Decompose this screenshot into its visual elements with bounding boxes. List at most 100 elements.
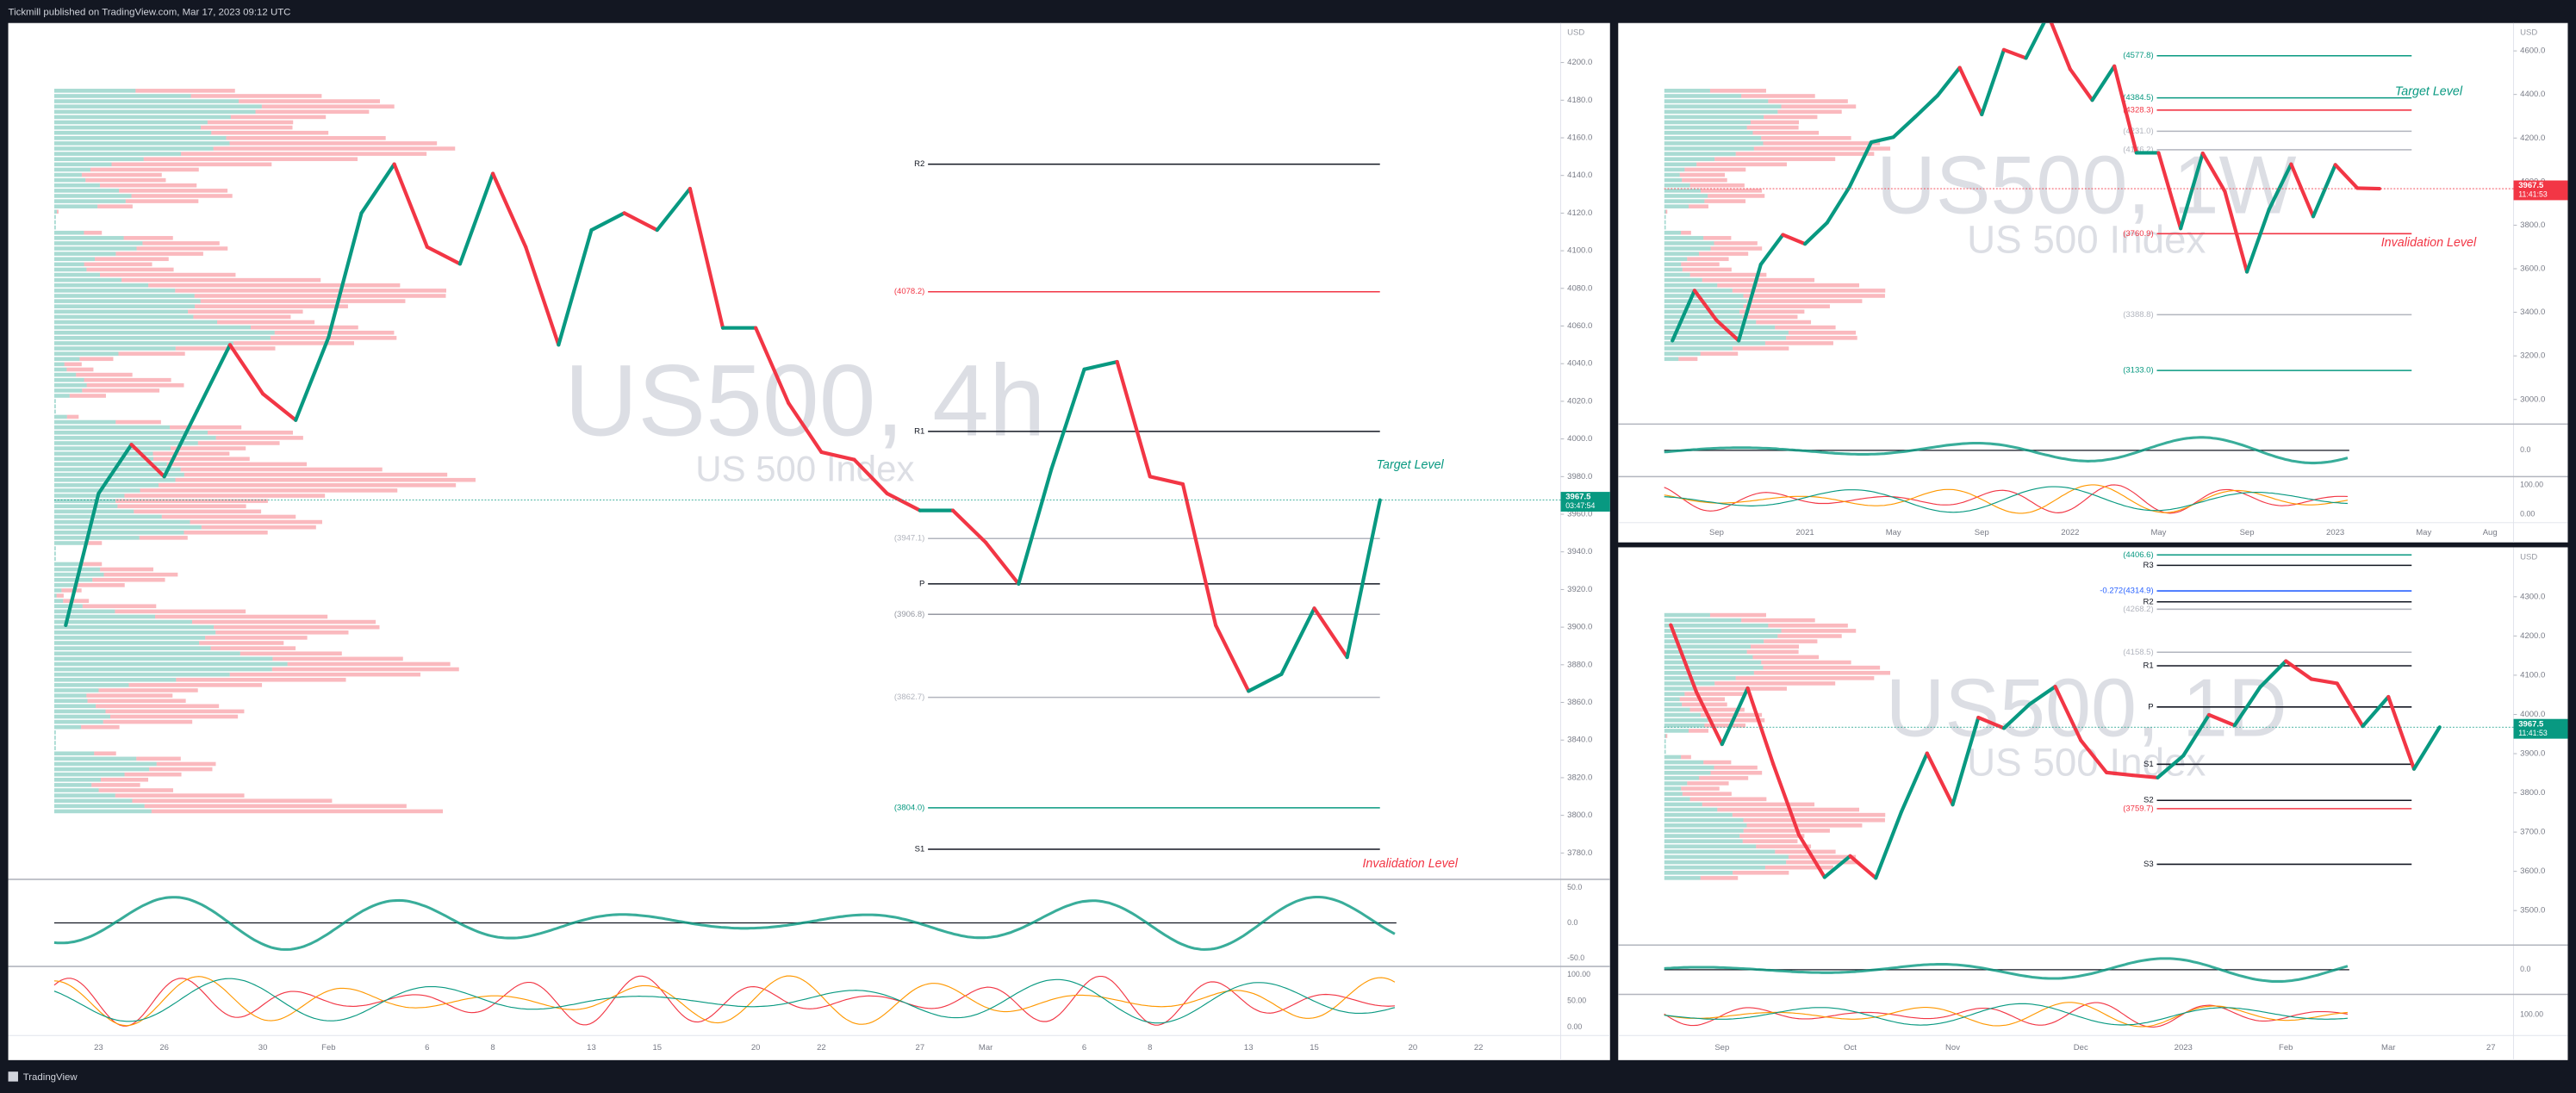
price-segment (327, 211, 364, 339)
volume-profile-buy (53, 304, 196, 308)
volume-profile-sell (239, 99, 381, 103)
volume-profile-sell (1777, 634, 1842, 638)
volume-profile-buy (53, 577, 93, 582)
x-tick-label: 8 (1148, 1043, 1152, 1053)
volume-profile-buy (53, 388, 83, 393)
volume-profile-sell (200, 299, 406, 303)
x-tick-label: 13 (587, 1043, 596, 1053)
volume-profile-buy (53, 730, 56, 735)
volume-profile-buy (1664, 204, 1689, 208)
volume-profile-sell (115, 419, 161, 425)
volume-profile-buy (1664, 844, 1757, 849)
countdown-label: 11:41:53 (2518, 729, 2548, 737)
volume-profile-buy (53, 546, 56, 550)
last-price-label: 3967.5 (1565, 493, 1591, 502)
volume-profile-buy (53, 104, 262, 109)
x-tick-label: Aug (2483, 528, 2498, 537)
price-segment (425, 245, 463, 266)
volume-profile-sell (175, 477, 476, 482)
volume-profile-buy (1664, 770, 1711, 775)
volume-profile-sell (56, 209, 59, 214)
volume-profile-sell (1786, 860, 1857, 865)
volume-profile-sell (270, 336, 397, 340)
volume-profile-buy (1664, 330, 1789, 335)
volume-profile-buy (53, 499, 116, 503)
price-segment (392, 162, 429, 249)
x-tick-label: 27 (2486, 1043, 2496, 1053)
brand-logo (8, 1071, 18, 1082)
volume-profile-buy (53, 656, 273, 661)
osc-axis-label: 0.0 (2520, 965, 2530, 973)
volume-profile-sell (1732, 812, 1886, 817)
volume-profile-sell (251, 325, 358, 330)
volume-profile-buy (1664, 644, 1751, 649)
currency-label: USD (2520, 28, 2537, 38)
price-segment (1669, 623, 1699, 694)
volume-profile-buy (53, 588, 62, 593)
volume-profile-sell (123, 236, 173, 240)
osc-line (53, 975, 1395, 1027)
volume-profile-sell (140, 488, 398, 493)
volume-profile-buy (1664, 336, 1787, 340)
volume-profile-buy (1664, 876, 1701, 880)
volume-profile-buy (1664, 257, 1688, 262)
volume-profile-buy (1664, 717, 1708, 723)
y-tick-label: 4080.0 (1567, 283, 1592, 293)
volume-profile-sell (90, 167, 199, 172)
price-segment (1869, 135, 1895, 145)
volume-profile-sell (101, 777, 149, 782)
volume-profile-sell (75, 583, 125, 587)
osc-line (53, 978, 1396, 1024)
volume-profile-buy (53, 693, 87, 698)
volume-profile-buy (53, 177, 86, 183)
volume-profile-buy (53, 267, 87, 272)
price-segment (1891, 115, 1918, 140)
volume-profile-sell (92, 577, 165, 582)
volume-profile-sell (119, 189, 228, 193)
volume-profile-sell (1788, 854, 1857, 860)
volume-profile-buy (53, 793, 115, 798)
volume-profile-sell (115, 499, 268, 503)
price-segment (2289, 162, 2316, 219)
volume-profile-buy (53, 115, 231, 120)
level-label: S3 (2144, 860, 2154, 869)
x-tick-label: Mar (979, 1043, 993, 1053)
annotation: Invalidation Level (1362, 857, 1458, 871)
symbol-watermark: US500, 1D (1886, 663, 2287, 755)
volume-profile-buy (1664, 755, 1682, 760)
volume-profile-buy (53, 736, 56, 740)
volume-profile-sell (1733, 871, 1789, 875)
volume-profile-sell (132, 798, 333, 803)
price-segment (1980, 47, 2007, 117)
level-label: (4146.2) (2123, 145, 2153, 154)
volume-profile-sell (1689, 204, 1708, 208)
volume-profile-sell (205, 636, 308, 640)
volume-profile-buy (53, 630, 216, 635)
volume-profile-buy (53, 320, 218, 325)
volume-profile-sell (78, 562, 103, 567)
volume-profile-sell (148, 283, 401, 288)
volume-profile-buy (1664, 854, 1789, 860)
volume-profile-sell (118, 351, 185, 356)
volume-profile-buy (53, 409, 56, 414)
volume-profile-buy (1664, 277, 1702, 283)
price-segment (1935, 65, 1962, 98)
y-tick-label: 4200.0 (1567, 58, 1592, 67)
volume-profile-buy (53, 751, 95, 756)
volume-profile-buy (1664, 320, 1757, 325)
volume-profile-buy (53, 661, 288, 667)
currency-label: USD (1567, 28, 1584, 38)
volume-profile-buy (1664, 289, 1733, 293)
volume-profile-sell (99, 272, 236, 277)
volume-profile-buy (53, 141, 230, 146)
annotation: Invalidation Level (2381, 236, 2477, 250)
price-segment (2001, 47, 2028, 60)
volume-profile-buy (53, 209, 57, 214)
volume-profile-sell (184, 472, 448, 477)
level-label: (3760.9) (2123, 229, 2153, 239)
price-segment (2258, 659, 2288, 689)
volume-profile-sell (66, 414, 79, 419)
last-price-label: 3967.5 (2518, 181, 2544, 190)
volume-profile-sell (230, 115, 327, 120)
price-segment (885, 491, 922, 512)
